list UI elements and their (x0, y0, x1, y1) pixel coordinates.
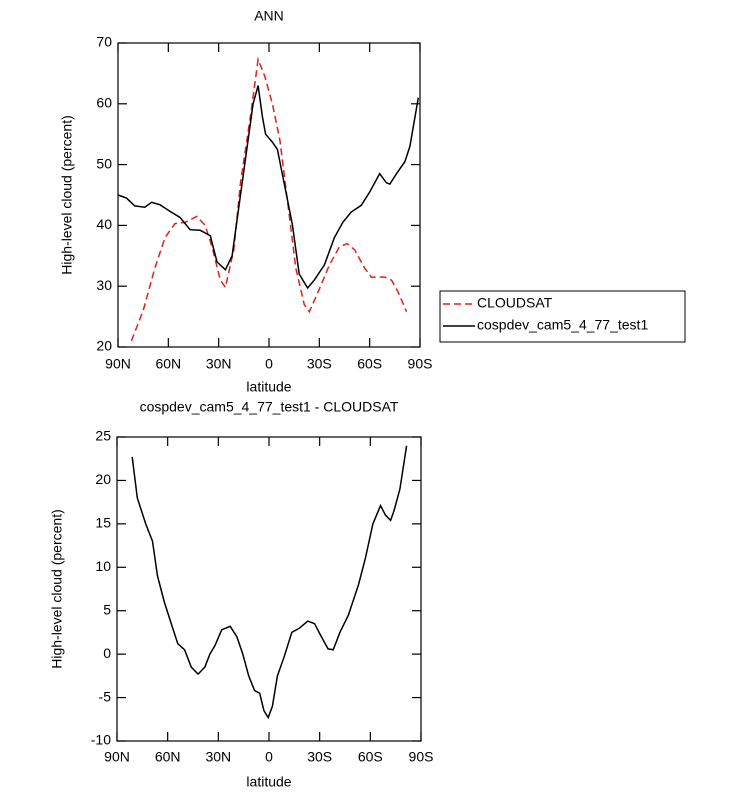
x-tick-label: 60N (155, 749, 181, 765)
y-tick-label: 5 (103, 601, 111, 617)
x-tick-label: 0 (265, 356, 273, 372)
x-tick-label: 0 (265, 749, 273, 765)
x-tick-label: 90N (104, 749, 130, 765)
plot-frame (116, 436, 422, 742)
data-line (131, 445, 408, 720)
x-tick-label: 90S (409, 749, 434, 765)
chart-title: ANN (254, 8, 284, 24)
x-tick-label: 60N (155, 356, 181, 372)
legend: CLOUDSAT cospdev_cam5_4_77_test1 (439, 290, 686, 343)
legend-label: CLOUDSAT (477, 295, 553, 311)
panel: cospdev_cam5_4_77_test1 - CLOUDSAT High-l… (49, 399, 434, 790)
y-tick-label: -5 (99, 688, 112, 704)
data-line (130, 56, 408, 342)
y-tick-label: 20 (96, 338, 112, 354)
y-tick-label: 30 (96, 277, 112, 293)
chart-title: cospdev_cam5_4_77_test1 - CLOUDSAT (140, 399, 399, 415)
y-tick-label: -10 (91, 732, 111, 748)
y-tick-label: 60 (96, 95, 112, 111)
x-tick-label: 30N (206, 356, 232, 372)
x-tick-label: 60S (358, 749, 383, 765)
x-tick-label: 30S (307, 356, 332, 372)
legend-box (439, 290, 686, 343)
y-tick-label: 25 (95, 428, 111, 444)
data-line (117, 85, 420, 290)
y-axis-label: High-level cloud (percent) (59, 115, 75, 275)
x-tick-label: 30S (307, 749, 332, 765)
y-tick-label: 20 (95, 471, 111, 487)
plot-frame (117, 42, 421, 348)
y-tick-label: 0 (103, 645, 111, 661)
panel: ANN High-level cloud (percent) latitude 20 3… (59, 8, 433, 395)
y-tick-label: 40 (96, 216, 112, 232)
y-tick-label: 50 (96, 155, 112, 171)
x-tick-label: 90N (105, 356, 131, 372)
x-axis-label: latitude (246, 379, 291, 395)
y-axis-label: High-level cloud (percent) (49, 509, 65, 669)
y-tick-label: 10 (95, 558, 111, 574)
y-tick-label: 70 (96, 34, 112, 50)
x-tick-label: 60S (357, 356, 382, 372)
x-axis-label: latitude (246, 774, 291, 790)
x-tick-label: 90S (408, 356, 433, 372)
legend-label: cospdev_cam5_4_77_test1 (477, 317, 648, 333)
y-tick-label: 15 (95, 515, 111, 531)
x-tick-label: 30N (205, 749, 231, 765)
